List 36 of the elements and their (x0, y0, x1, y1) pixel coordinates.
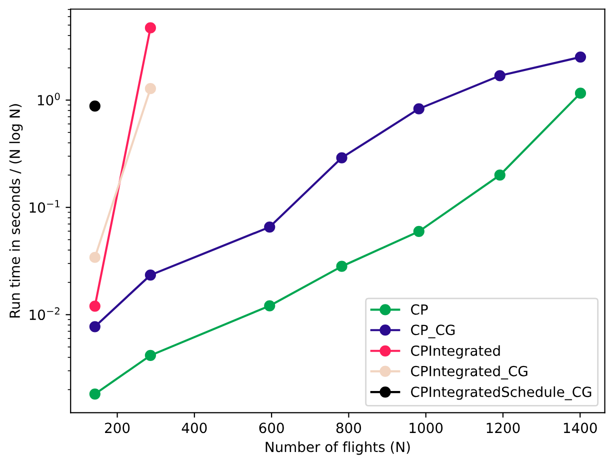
point (413, 103, 424, 114)
legend-label: CPIntegratedSchedule_CG (411, 386, 592, 400)
point (144, 270, 156, 281)
x-axis-title: Number of flights (N) (266, 441, 410, 455)
x-tick-label: 1200 (486, 422, 520, 434)
legend-label: CP (411, 304, 428, 315)
point (494, 70, 506, 82)
x-tick-label: 1400 (564, 422, 597, 434)
x-tick-label: 1000 (410, 422, 443, 434)
point (89, 388, 100, 400)
point (264, 221, 276, 233)
point (336, 152, 348, 164)
y-tick-label: 10$^{−2}$ (30, 307, 60, 320)
point (574, 51, 586, 63)
point (89, 252, 100, 263)
point (144, 83, 156, 94)
x-tick-label: 600 (259, 422, 284, 434)
legend-label: CP_CG (411, 324, 455, 338)
point (144, 22, 156, 34)
point (89, 321, 100, 332)
point (574, 88, 586, 99)
x-tick-label: 400 (182, 422, 207, 434)
x-tick-label: 800 (336, 422, 362, 434)
legend-label: CPIntegrated_CG (411, 366, 528, 380)
point (89, 100, 100, 112)
x-tick-label: 200 (105, 422, 130, 434)
point (413, 226, 424, 237)
point (264, 300, 276, 312)
legend-label: CPIntegrated (411, 345, 500, 359)
y-tick-label: 10$^{−1}$ (30, 200, 60, 213)
point (494, 170, 506, 181)
point (144, 350, 156, 361)
y-tick-label: 10$^{0}$ (38, 92, 60, 106)
point (336, 260, 348, 272)
y-axis-title: Run time in seconds / (N log N) (9, 104, 23, 318)
point (89, 300, 100, 312)
